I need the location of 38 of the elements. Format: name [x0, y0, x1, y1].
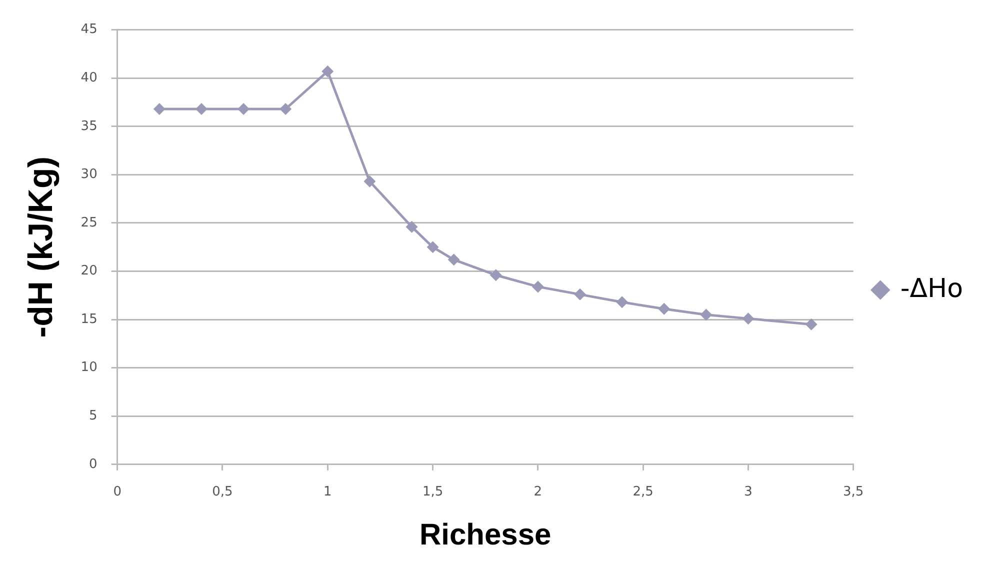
point	[490, 269, 502, 282]
y-tick-label: 30	[80, 167, 98, 182]
y-tick-label: 45	[80, 22, 98, 38]
point	[448, 254, 460, 266]
x-tick-label: 2,5	[632, 484, 654, 500]
x-tick-label: 3	[744, 484, 752, 500]
x-tick-label: 0,5	[212, 484, 233, 500]
x-axis-title: Richesse	[419, 518, 552, 552]
y-tick-label: 25	[80, 215, 98, 230]
point	[616, 296, 628, 308]
y-tick-label: 0	[89, 456, 98, 472]
point	[238, 102, 250, 115]
point	[574, 288, 586, 300]
x-tick-label: 3,5	[843, 484, 864, 500]
point	[322, 65, 334, 78]
x-tick-label: 2	[534, 484, 542, 500]
y-tick-label: 15	[80, 312, 98, 327]
y-tick-label: 40	[80, 70, 98, 86]
x-tick-label: 1	[323, 484, 332, 500]
point	[406, 220, 418, 233]
x-tick-label: 1,5	[422, 484, 444, 500]
legend-label: -ΔHo	[900, 274, 964, 304]
y-tick-label: 10	[80, 360, 98, 376]
y-axis-title: -dH (kJ/Kg)	[22, 156, 60, 338]
point	[364, 175, 376, 188]
point	[700, 308, 712, 321]
point	[153, 102, 166, 115]
point	[805, 318, 818, 330]
point	[742, 312, 754, 325]
point	[532, 280, 544, 293]
point	[195, 102, 208, 115]
x-tick-label: 0	[113, 484, 122, 500]
y-tick-label: 35	[80, 118, 98, 134]
point	[280, 102, 292, 115]
y-tick-label: 20	[80, 264, 98, 279]
point	[426, 241, 439, 254]
y-tick-label: 5	[89, 408, 98, 424]
point	[658, 302, 670, 315]
